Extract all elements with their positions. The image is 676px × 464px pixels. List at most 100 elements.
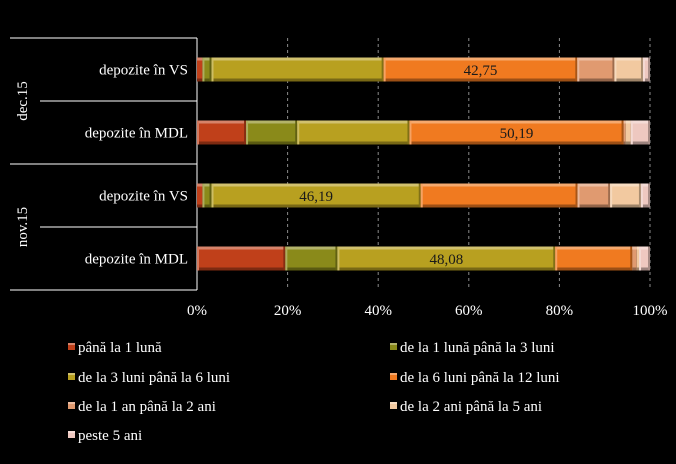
bar-segment-shadow <box>409 141 624 145</box>
bar-segment-highlight <box>297 120 410 124</box>
bar-segment-highlight <box>632 246 637 250</box>
bar-segment-shadow <box>577 204 611 208</box>
bar-segment <box>636 246 640 271</box>
bar-segment-shadow <box>197 204 203 208</box>
bar-segment <box>197 246 286 271</box>
bar-segment-bevel <box>211 57 214 82</box>
bar-segment <box>202 57 212 82</box>
bar-segment <box>197 120 247 145</box>
bar-segment-bevel <box>610 183 613 208</box>
bar-segment-bevel <box>244 120 247 145</box>
bar-segment-highlight <box>409 120 624 124</box>
bar-segment-shadow <box>202 78 212 82</box>
bar-segment-highlight <box>577 183 611 187</box>
legend-label: până la 1 lună <box>78 340 162 356</box>
x-tick-label: 0% <box>187 303 207 319</box>
bar-segment-highlight <box>555 246 633 250</box>
bar-segment-bevel <box>211 183 214 208</box>
bar-segment-highlight <box>636 246 640 250</box>
bar-segment-shadow <box>197 78 203 82</box>
bar-segment-shadow <box>614 78 643 82</box>
bar-segment-bevel <box>383 57 386 82</box>
bar-segment-highlight <box>202 183 212 187</box>
bar-segment-shadow <box>577 78 615 82</box>
bar-segment <box>623 120 626 145</box>
bar-segment-bevel <box>648 57 650 82</box>
legend-label: de la 3 luni până la 6 luni <box>78 370 230 386</box>
bar-segment-highlight <box>614 57 643 61</box>
group-label: nov.15 <box>15 207 31 247</box>
bar-segment <box>640 183 650 208</box>
bar-segment-bevel <box>197 120 199 145</box>
bar-segment-highlight <box>420 183 578 187</box>
category-label: depozite în VS <box>99 63 188 79</box>
bar-segment-bevel <box>409 120 412 145</box>
bar-segment-highlight <box>211 183 421 187</box>
bar-segment-bevel <box>575 183 578 208</box>
bar-segment-shadow <box>610 204 641 208</box>
bar-segment <box>577 183 611 208</box>
bar-segment-highlight <box>610 183 641 187</box>
bar-segment-bevel <box>648 183 650 208</box>
bar-segment-highlight <box>246 120 298 124</box>
bar-segment-highlight <box>383 57 578 61</box>
legend-swatch <box>68 402 75 409</box>
bar-segment <box>246 120 298 145</box>
bar-segment-bevel <box>639 246 642 271</box>
bar-segment-bevel <box>640 183 643 208</box>
bar-segment-highlight <box>202 57 212 61</box>
legend-swatch-highlight <box>390 373 397 375</box>
bar-segment-highlight <box>639 246 650 250</box>
bar-segment-shadow <box>297 141 410 145</box>
bar-segment-bevel <box>630 120 633 145</box>
bar-segment-bevel <box>202 57 205 82</box>
bar-segment-bevel <box>418 183 421 208</box>
bar-segment-bevel <box>381 57 384 82</box>
legend-swatch <box>390 343 397 350</box>
bar-segment-shadow <box>636 267 640 271</box>
bar-segment-highlight <box>642 57 650 61</box>
bar-segment-highlight <box>197 120 247 124</box>
legend-swatch <box>390 373 397 380</box>
bar-segment-bevel <box>575 57 578 82</box>
bar-segment-bevel <box>295 120 298 145</box>
category-label: depozite în MDL <box>85 126 188 142</box>
legend-label: de la 1 an până la 2 ani <box>78 399 216 415</box>
x-tick-label: 60% <box>455 303 483 319</box>
bar-segment-shadow <box>202 204 212 208</box>
x-tick-label: 40% <box>364 303 392 319</box>
bar-segment-shadow <box>383 78 578 82</box>
bar-segment-highlight <box>337 246 556 250</box>
bar-segment-bevel <box>642 57 645 82</box>
data-label: 42,75 <box>464 63 498 79</box>
bar-segment <box>555 246 633 271</box>
bar-segment <box>630 120 650 145</box>
bar-segment-shadow <box>625 141 631 145</box>
bar-segment-bevel <box>638 183 641 208</box>
bar-segment-bevel <box>209 57 212 82</box>
bar-segment-bevel <box>648 120 650 145</box>
bar-segment-shadow <box>640 204 650 208</box>
category-label: depozite în MDL <box>85 252 188 268</box>
legend-swatch-highlight <box>68 431 75 433</box>
bar-segment-bevel <box>612 57 615 82</box>
bars <box>197 57 650 271</box>
bar-segment <box>211 57 384 82</box>
bar-segment-bevel <box>285 246 288 271</box>
bar-segment-bevel <box>407 120 410 145</box>
bar-segment-highlight <box>623 120 626 124</box>
bar-segment-shadow <box>197 141 247 145</box>
bar-segment <box>285 246 338 271</box>
bar-segment-bevel <box>608 183 611 208</box>
bar-segment-bevel <box>553 246 556 271</box>
bar-segment-highlight <box>197 183 203 187</box>
bar-segment-bevel <box>420 183 423 208</box>
bar-segment-shadow <box>630 141 650 145</box>
bar-segment <box>383 57 578 82</box>
bar-segment-shadow <box>337 267 556 271</box>
bar-segment-shadow <box>285 267 338 271</box>
bar-segment-highlight <box>285 246 338 250</box>
bar-segment-shadow <box>211 204 421 208</box>
bar-segment-shadow <box>632 267 637 271</box>
